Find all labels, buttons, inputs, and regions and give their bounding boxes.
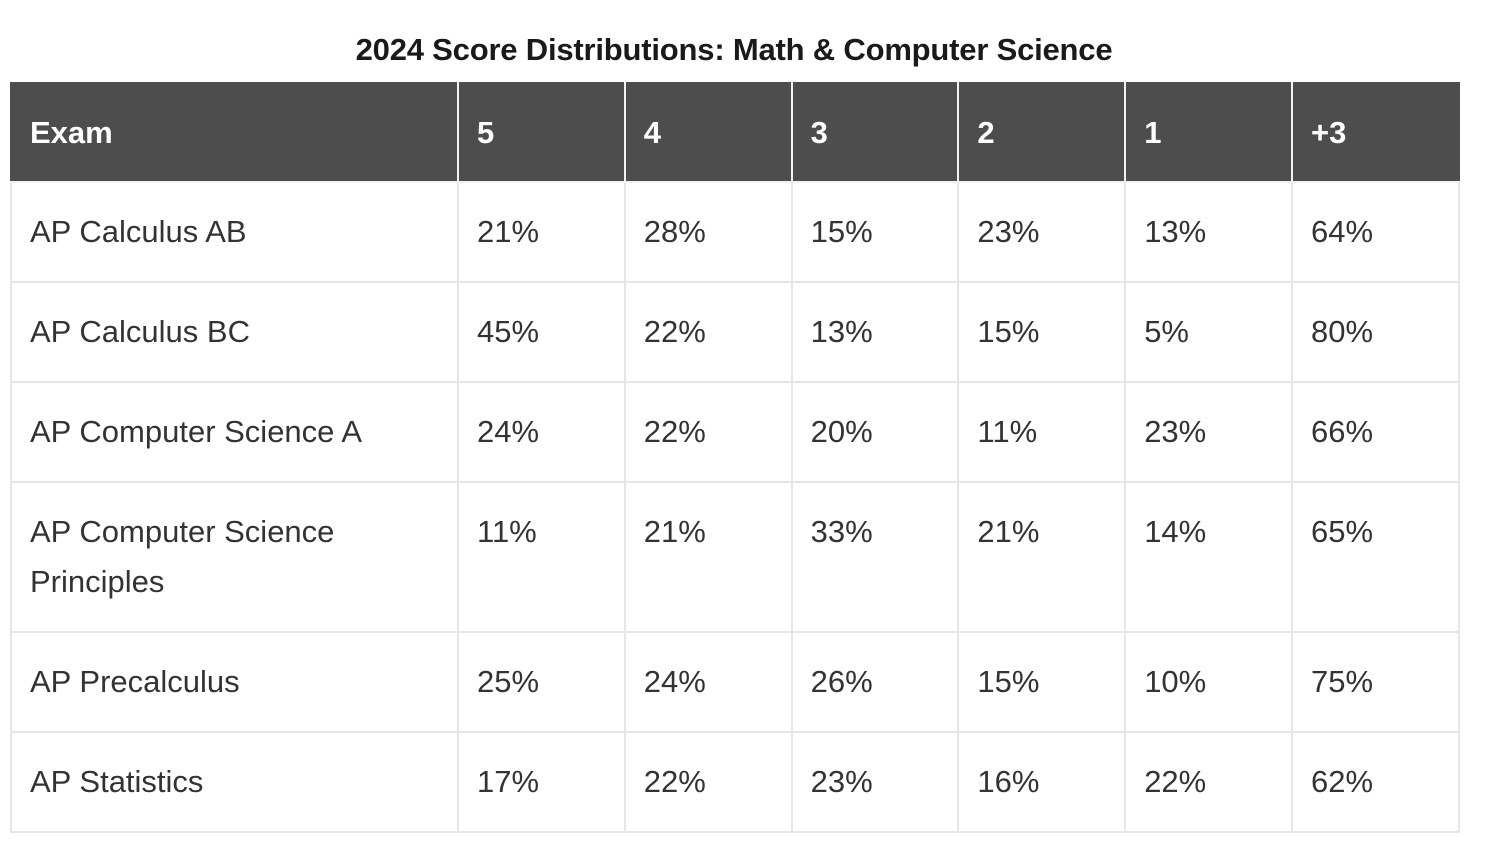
exam-name-cell: AP Calculus BC [10,281,459,383]
score-4-cell: 24% [623,631,793,733]
column-header-score-3: 3 [790,82,960,183]
plus-3-cell: 65% [1290,481,1460,633]
column-header-score-1: 1 [1124,82,1293,183]
table-row: AP Statistics 17% 22% 23% 16% 22% 62% [10,731,1460,833]
score-2-cell: 15% [957,631,1127,733]
table-row: AP Computer Science Principles 11% 21% 3… [10,481,1460,633]
score-2-cell: 16% [957,731,1127,833]
plus-3-cell: 75% [1290,631,1460,733]
column-header-score-2: 2 [957,82,1127,183]
plus-3-cell: 64% [1290,181,1460,283]
plus-3-cell: 66% [1290,381,1460,483]
exam-name-cell: AP Precalculus [10,631,459,733]
table-row: AP Computer Science A 24% 22% 20% 11% 23… [10,381,1460,483]
table-row: AP Calculus BC 45% 22% 13% 15% 5% 80% [10,281,1460,383]
table-title: 2024 Score Distributions: Math & Compute… [355,32,1113,67]
table-row: AP Calculus AB 21% 28% 15% 23% 13% 64% [10,181,1460,283]
score-3-cell: 26% [790,631,960,733]
plus-3-cell: 62% [1290,731,1460,833]
score-3-cell: 13% [790,281,960,383]
plus-3-cell: 80% [1290,281,1460,383]
score-4-cell: 22% [623,381,793,483]
score-3-cell: 23% [790,731,960,833]
score-5-cell: 11% [457,481,626,633]
table-row: AP Precalculus 25% 24% 26% 15% 10% 75% [10,631,1460,733]
score-distribution-table: Exam 5 4 3 2 1 +3 AP Calculus AB 21% 28%… [10,82,1460,833]
score-2-cell: 21% [957,481,1127,633]
score-4-cell: 22% [623,731,793,833]
score-5-cell: 17% [457,731,626,833]
score-3-cell: 20% [790,381,960,483]
score-4-cell: 28% [623,181,793,283]
exam-name-cell: AP Computer Science Principles [10,481,459,633]
score-2-cell: 23% [957,181,1127,283]
score-1-cell: 23% [1124,381,1293,483]
exam-name-cell: AP Computer Science A [10,381,459,483]
score-4-cell: 22% [623,281,793,383]
score-5-cell: 24% [457,381,626,483]
score-5-cell: 45% [457,281,626,383]
score-5-cell: 25% [457,631,626,733]
score-4-cell: 21% [623,481,793,633]
column-header-score-5: 5 [457,82,626,183]
score-3-cell: 15% [790,181,960,283]
score-1-cell: 10% [1124,631,1293,733]
score-1-cell: 22% [1124,731,1293,833]
score-5-cell: 21% [457,181,626,283]
column-header-exam: Exam [10,82,459,183]
exam-name-cell: AP Calculus AB [10,181,459,283]
score-2-cell: 15% [957,281,1127,383]
column-header-score-4: 4 [623,82,793,183]
score-3-cell: 33% [790,481,960,633]
score-2-cell: 11% [957,381,1127,483]
exam-name-cell: AP Statistics [10,731,459,833]
column-header-plus-3: +3 [1290,82,1460,183]
score-1-cell: 5% [1124,281,1293,383]
score-1-cell: 13% [1124,181,1293,283]
table-header-row: Exam 5 4 3 2 1 +3 [10,82,1460,183]
score-1-cell: 14% [1124,481,1293,633]
